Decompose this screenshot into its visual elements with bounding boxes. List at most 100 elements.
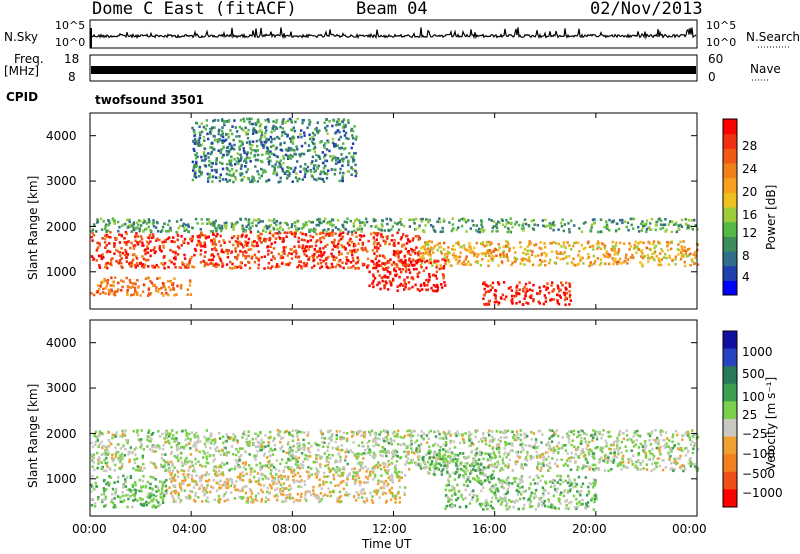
band-0-cell: [548, 447, 551, 451]
band-3-cell: [169, 288, 172, 292]
date-title: 02/Nov/2013: [590, 0, 703, 19]
band-0-cell: [671, 435, 674, 439]
band-0-cell: [670, 467, 673, 470]
band-6-cell: [230, 174, 233, 177]
band-0-cell: [512, 433, 516, 437]
band-0-cell: [312, 256, 315, 259]
band-2-cell: [483, 229, 486, 232]
band-0-cell: [691, 429, 694, 432]
band-6-cell: [342, 142, 345, 145]
band-2-cell: [480, 219, 483, 222]
band-0-cell: [503, 447, 506, 450]
band-0-cell: [176, 454, 179, 457]
band-0-cell: [133, 458, 136, 461]
band-0-cell: [658, 464, 662, 468]
band-6-cell: [246, 136, 250, 140]
band-4-cell: [427, 280, 430, 284]
band-0-cell: [230, 445, 234, 448]
band-3-cell: [120, 279, 123, 282]
band-0-cell: [318, 247, 322, 250]
band-2-cell: [654, 228, 657, 232]
band-6-cell: [315, 178, 318, 182]
band-0-cell: [669, 446, 672, 450]
band-0-cell: [634, 464, 638, 468]
band-0-cell: [373, 240, 376, 243]
band-6-cell: [323, 121, 326, 124]
band-1-cell: [686, 255, 689, 258]
band-3-cell: [96, 290, 99, 293]
band-6-cell: [276, 135, 279, 139]
band-0-cell: [410, 439, 413, 443]
band-0-cell: [239, 266, 243, 269]
band-2-cell: [532, 228, 536, 231]
band-2-cell: [118, 225, 121, 229]
band-3-cell: [135, 291, 139, 295]
band-0-cell: [371, 260, 375, 264]
band-0-cell: [375, 464, 378, 467]
band-0-cell: [219, 453, 223, 457]
band-2-cell: [680, 218, 684, 222]
band-1-cell: [624, 259, 627, 263]
band-0-cell: [271, 265, 274, 268]
band-0-cell: [120, 452, 124, 456]
band-0-cell: [408, 461, 411, 465]
band-0-cell: [505, 430, 508, 433]
band-2-cell: [608, 228, 611, 232]
band-0-cell: [321, 441, 324, 444]
band-6-cell: [204, 164, 207, 168]
band-0-cell: [209, 432, 213, 435]
band-0-cell: [294, 232, 297, 235]
band-1-cell: [680, 253, 684, 256]
band-3-cell: [179, 287, 183, 290]
band-0-cell: [226, 252, 230, 255]
band-0-cell: [497, 444, 500, 448]
band-2-cell: [668, 220, 672, 224]
band-0-cell: [210, 439, 214, 442]
band-0-cell: [408, 257, 411, 261]
band-0-cell: [304, 249, 308, 253]
band-0-cell: [334, 232, 337, 235]
band-0-cell: [539, 456, 542, 459]
band-0-cell: [244, 461, 247, 464]
band-0-cell: [212, 459, 215, 463]
band-5-cell: [488, 290, 491, 293]
band-2-cell: [311, 229, 314, 232]
band-0-cell: [322, 253, 325, 256]
band-6-cell: [219, 173, 222, 177]
band-2-cell: [107, 223, 110, 227]
band-1-cell: [329, 494, 332, 498]
band-0-cell: [403, 254, 407, 258]
band-0-cell: [582, 455, 586, 458]
band-0-cell: [115, 259, 118, 263]
band-0-cell: [216, 446, 219, 449]
band-0-cell: [519, 438, 523, 442]
band-2-cell: [264, 230, 268, 234]
band-2-cell: [116, 220, 120, 224]
band-0-cell: [96, 246, 100, 249]
band-0-cell: [247, 237, 251, 241]
band-0-cell: [91, 465, 94, 468]
band-1-cell: [680, 247, 684, 251]
band-0-cell: [210, 433, 213, 437]
band-6-cell: [266, 179, 269, 183]
band-0-cell: [163, 437, 166, 440]
band-0-cell: [511, 430, 514, 434]
band-0-cell: [280, 262, 284, 265]
band-6-cell: [241, 143, 244, 146]
band-5-cell: [525, 287, 528, 291]
band-3-cell: [96, 284, 100, 287]
band-0-cell: [409, 253, 412, 256]
band-3-cell: [132, 293, 135, 296]
band-6-cell: [252, 132, 255, 135]
band-0-cell: [199, 261, 203, 264]
band-0-cell: [402, 244, 405, 247]
band-0-cell: [174, 250, 177, 253]
band-0-cell: [459, 441, 462, 445]
band-0-cell: [234, 250, 237, 253]
band-0-cell: [320, 431, 323, 435]
band-0-cell: [394, 464, 398, 467]
band-6-cell: [262, 146, 265, 149]
band-0-cell: [695, 467, 698, 471]
band-6-cell: [340, 146, 344, 150]
velocity-heatmap: [90, 428, 700, 511]
